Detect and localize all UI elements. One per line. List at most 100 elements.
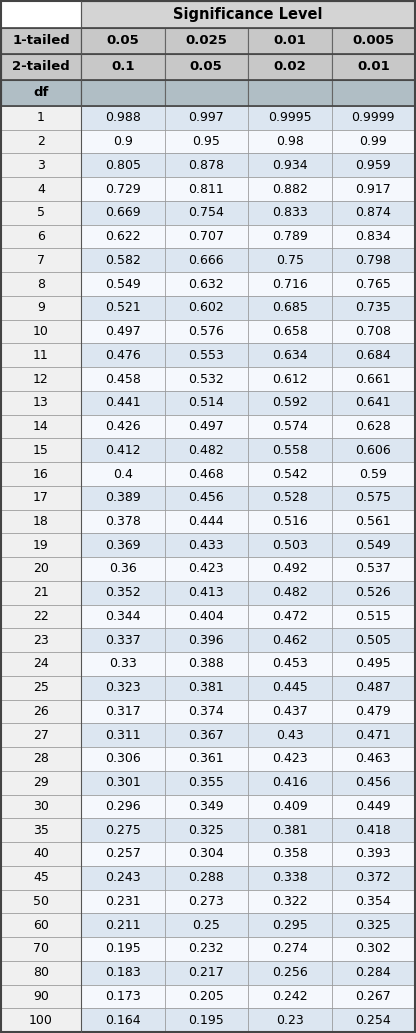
Text: 0.708: 0.708 [355,325,391,338]
Text: 0.256: 0.256 [272,966,307,979]
Text: 0.558: 0.558 [272,444,308,457]
Bar [81,178,164,201]
Text: 0.95: 0.95 [192,135,220,148]
Text: 0.462: 0.462 [272,633,307,647]
Bar [164,106,248,130]
Text: 20: 20 [33,563,49,575]
Bar [248,604,332,628]
Bar [81,80,164,106]
Text: 0.707: 0.707 [188,230,224,243]
Bar [1,390,81,414]
Text: 0.374: 0.374 [188,705,224,718]
Text: 0.482: 0.482 [188,444,224,457]
Text: 0.476: 0.476 [105,349,141,362]
Text: 0.503: 0.503 [272,539,308,552]
Text: 0.388: 0.388 [188,657,224,670]
Bar [164,604,248,628]
Bar [1,984,81,1008]
Bar [1,54,81,80]
Bar [248,818,332,842]
Bar [81,414,164,438]
Bar [1,154,81,178]
Bar [164,699,248,723]
Bar [1,557,81,581]
Text: 0.211: 0.211 [105,918,141,932]
Bar [81,106,164,130]
Text: 0.418: 0.418 [355,823,391,837]
Bar [1,652,81,676]
Bar [81,581,164,604]
Text: 0.472: 0.472 [272,611,307,623]
Text: 0.352: 0.352 [105,587,141,599]
Bar [332,509,415,533]
Text: 0.288: 0.288 [188,871,224,884]
Text: 0.267: 0.267 [355,990,391,1003]
Bar [81,154,164,178]
Bar [248,984,332,1008]
Text: 0.526: 0.526 [355,587,391,599]
Bar [1,913,81,937]
Text: 0.492: 0.492 [272,563,307,575]
Bar [81,984,164,1008]
Text: 60: 60 [33,918,49,932]
Bar [164,54,248,80]
Bar [81,462,164,486]
Bar [164,390,248,414]
Text: 0.393: 0.393 [355,847,391,860]
Bar [248,628,332,652]
Text: 0.532: 0.532 [188,373,224,385]
Bar [1,343,81,367]
Bar [164,581,248,604]
Text: 17: 17 [33,492,49,504]
Bar [332,1008,415,1032]
Text: 0.479: 0.479 [355,705,391,718]
Text: 0.36: 0.36 [109,563,136,575]
Text: 0.959: 0.959 [355,159,391,171]
Text: 0.988: 0.988 [105,112,141,124]
Bar [248,225,332,249]
Text: 0.304: 0.304 [188,847,224,860]
Bar [1,509,81,533]
Text: 0.456: 0.456 [355,776,391,789]
Bar [332,178,415,201]
Bar [164,486,248,509]
Bar [332,295,415,319]
Text: 0.99: 0.99 [359,135,387,148]
Bar [164,154,248,178]
Bar [164,889,248,913]
Bar [81,1008,164,1032]
Text: 0.441: 0.441 [105,397,141,409]
Text: 0.553: 0.553 [188,349,224,362]
Bar [164,28,248,54]
Text: 0.606: 0.606 [355,444,391,457]
Text: 0.173: 0.173 [105,990,141,1003]
Bar [81,604,164,628]
Bar [248,319,332,343]
Bar [1,367,81,390]
Text: 0.412: 0.412 [105,444,141,457]
Bar [1,106,81,130]
Bar [164,937,248,961]
Text: 0.337: 0.337 [105,633,141,647]
Bar [248,794,332,818]
Text: 0.301: 0.301 [105,776,141,789]
Bar [1,794,81,818]
Bar [332,723,415,747]
Bar [81,319,164,343]
Text: 0.355: 0.355 [188,776,224,789]
Bar [248,937,332,961]
Bar [164,438,248,462]
Bar [332,414,415,438]
Bar [81,130,164,154]
Bar [248,842,332,866]
Text: 0.934: 0.934 [272,159,307,171]
Bar [164,961,248,984]
Bar [248,154,332,178]
Text: 0.361: 0.361 [188,752,224,765]
Bar [248,509,332,533]
Bar [164,747,248,771]
Bar [248,295,332,319]
Bar [248,533,332,557]
Bar [248,438,332,462]
Text: 0.423: 0.423 [188,563,224,575]
